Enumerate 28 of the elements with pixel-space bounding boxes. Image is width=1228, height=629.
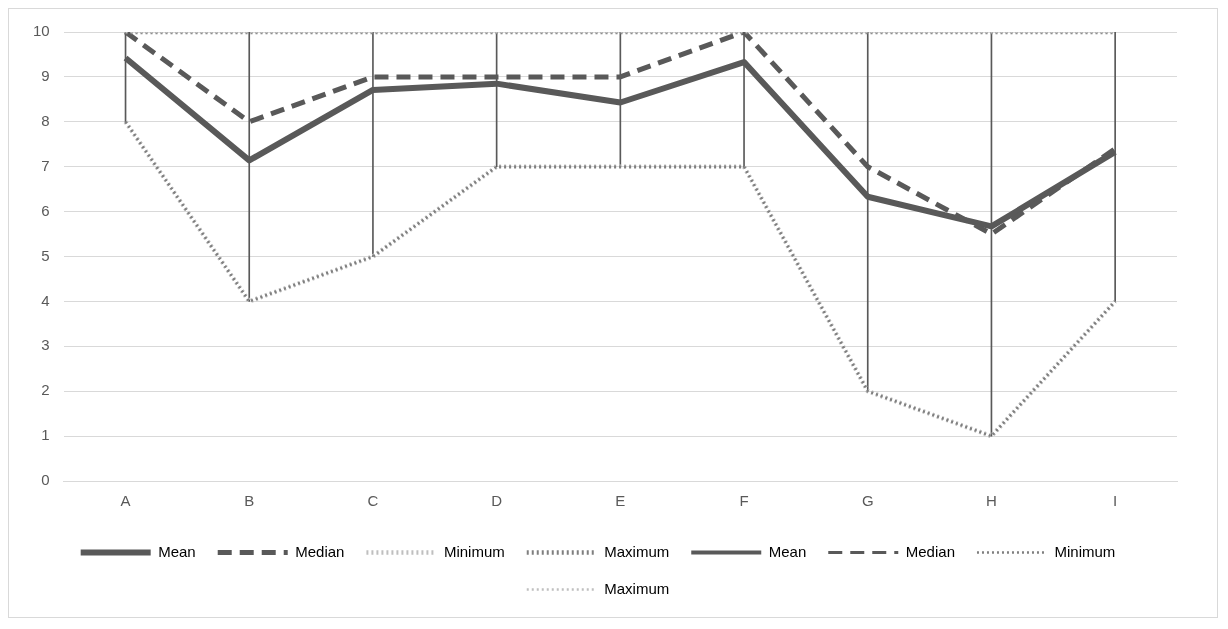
- legend-label: Maximum: [604, 579, 670, 597]
- x-tick-label: C: [367, 492, 379, 510]
- x-tick-label: B: [244, 492, 255, 510]
- y-tick-label: 0: [41, 471, 50, 489]
- legend-label: Mean: [768, 542, 807, 560]
- y-tick-label: 9: [41, 67, 50, 85]
- y-tick-label: 2: [41, 381, 50, 399]
- legend-label: Minimum: [443, 542, 505, 560]
- y-tick-label: 4: [41, 291, 50, 309]
- legend-label: Minimum: [1054, 542, 1116, 560]
- y-tick-label: 10: [33, 22, 50, 40]
- y-tick-label: 8: [41, 111, 50, 129]
- x-tick-label: F: [739, 492, 749, 510]
- y-tick-label: 3: [41, 336, 50, 354]
- legend-label: Mean: [158, 542, 196, 560]
- x-tick-label: E: [615, 492, 626, 510]
- y-tick-label: 5: [41, 246, 50, 264]
- y-tick-label: 7: [41, 156, 50, 174]
- y-tick-label: 6: [41, 201, 50, 219]
- x-tick-label: D: [491, 492, 503, 510]
- y-tick-label: 1: [41, 426, 50, 444]
- x-tick-label: A: [120, 492, 131, 510]
- legend-label: Median: [295, 542, 345, 560]
- x-tick-label: G: [861, 492, 874, 510]
- x-tick-label: I: [1113, 492, 1118, 510]
- legend-label: Maximum: [604, 542, 670, 560]
- x-tick-label: H: [986, 492, 997, 510]
- legend-label: Median: [905, 542, 955, 560]
